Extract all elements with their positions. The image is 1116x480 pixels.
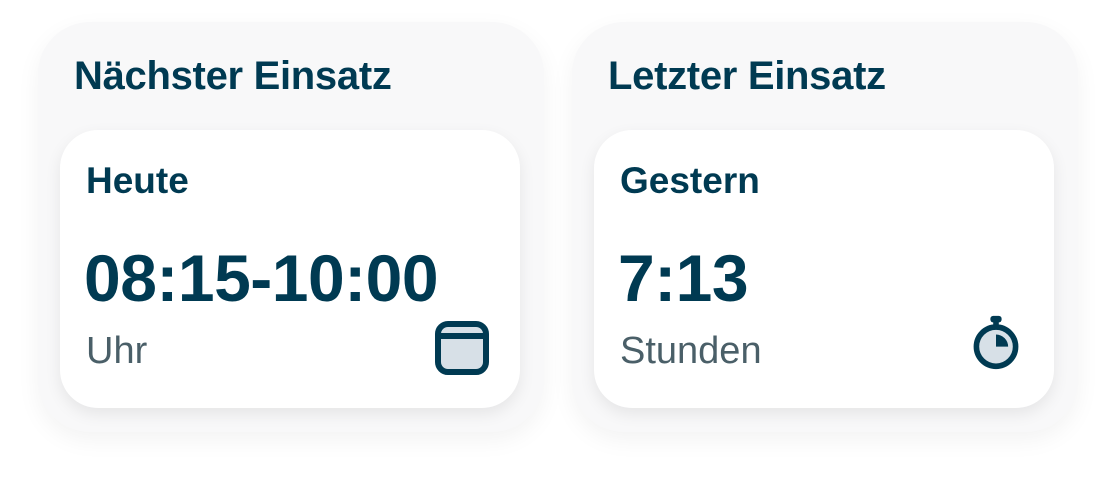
card-title: Nächster Einsatz — [74, 54, 392, 98]
unit-label: Stunden — [620, 330, 762, 372]
unit-label: Uhr — [86, 330, 148, 372]
stopwatch-icon — [973, 315, 1019, 370]
card-title: Letzter Einsatz — [608, 54, 886, 98]
day-label: Gestern — [620, 160, 760, 201]
next-assignment-card[interactable]: Nächster Einsatz Heute 08:15-10:00 Uhr — [38, 22, 544, 432]
last-assignment-details: Gestern 7:13 Stunden — [594, 130, 1054, 408]
duration-value: 7:13 — [618, 241, 749, 315]
day-label: Heute — [86, 160, 189, 201]
last-assignment-card[interactable]: Letzter Einsatz Gestern 7:13 Stunden — [572, 22, 1078, 432]
next-assignment-details: Heute 08:15-10:00 Uhr — [60, 130, 520, 408]
time-range: 08:15-10:00 — [84, 241, 439, 315]
calendar-icon — [435, 321, 489, 375]
